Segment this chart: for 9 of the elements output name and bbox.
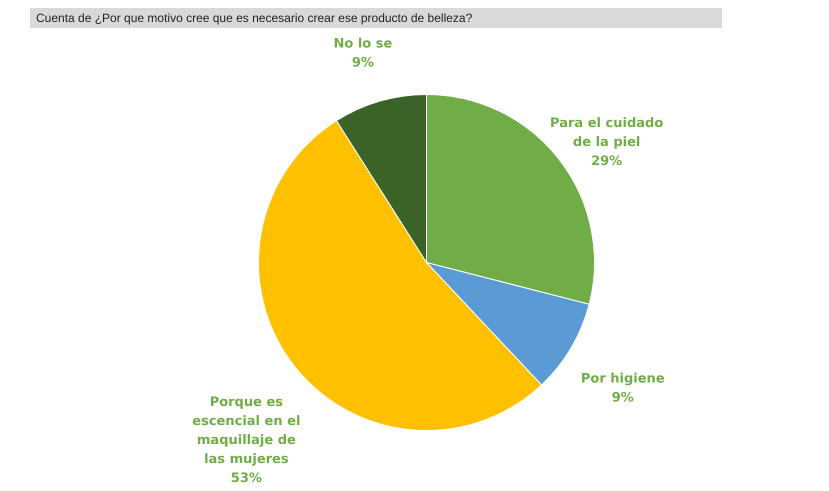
slice-label: Para el cuidado de la piel <box>550 116 664 150</box>
data-label: 9% <box>352 56 374 71</box>
data-label: 53% <box>230 471 262 486</box>
slice-label: Porque es escencial en el maquillaje de las mujeres <box>192 395 300 468</box>
chart-title: Cuenta de ¿Por que motivo cree que es necesario crear ese producto de belleza? <box>30 8 722 28</box>
data-label: 29% <box>591 154 622 169</box>
slice-label: No lo se <box>333 36 392 52</box>
data-label: 9% <box>612 390 634 406</box>
slice-label: Por higiene <box>580 372 665 387</box>
